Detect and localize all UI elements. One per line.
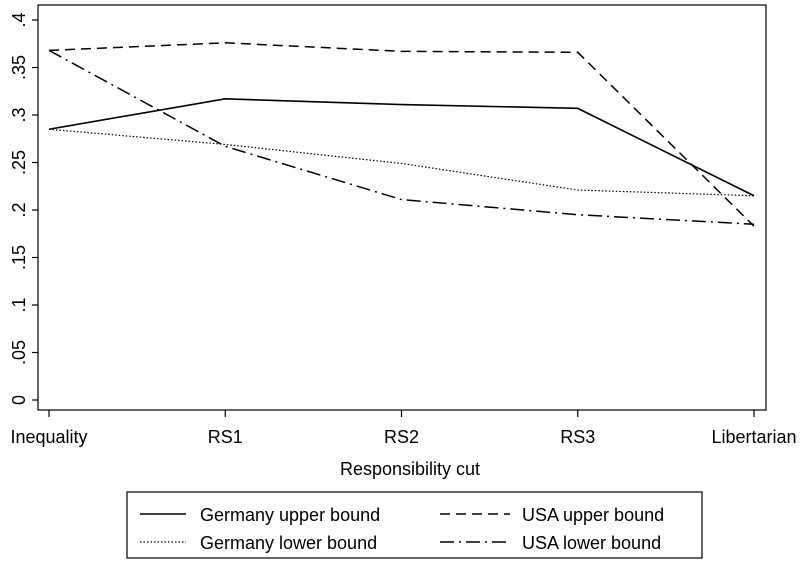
legend-label: Germany lower bound: [200, 533, 377, 553]
legend-label: USA lower bound: [522, 533, 661, 553]
legend: Germany upper bound USA upper bound German…: [126, 491, 703, 559]
y-tick-label: .15: [9, 245, 29, 270]
y-tick-label: .1: [9, 297, 29, 312]
plot-frame: [37, 4, 767, 411]
y-tick-label: 0: [9, 395, 29, 405]
y-tick-label: .4: [9, 12, 29, 27]
series-line-solid: [48, 98, 755, 197]
legend-label: Germany upper bound: [200, 505, 380, 525]
legend-label: USA upper bound: [522, 505, 664, 525]
y-tick-label: .25: [9, 150, 29, 175]
y-tick-label: .05: [9, 340, 29, 365]
y-tick-label: .35: [9, 55, 29, 80]
series-line-dashed: [48, 42, 755, 227]
series-line-dotted: [48, 128, 755, 197]
series-line-dashdot: [48, 49, 755, 225]
legend-box: [126, 491, 703, 559]
axes: 0 .05 .1 .15 .2 .25 .3 .35 .4 Inequality RS1 RS2 RS3…: [9, 4, 797, 447]
x-tick-label: RS1: [208, 427, 243, 447]
series-layer: [48, 42, 755, 227]
x-axis-title: Responsibility cut: [340, 459, 480, 479]
x-tick-label: RS2: [384, 427, 419, 447]
x-tick-label: Libertarian: [711, 427, 796, 447]
x-tick-label: Inequality: [10, 427, 87, 447]
x-tick-label: RS3: [560, 427, 595, 447]
y-tick-label: .3: [9, 107, 29, 122]
y-tick-label: .2: [9, 202, 29, 217]
